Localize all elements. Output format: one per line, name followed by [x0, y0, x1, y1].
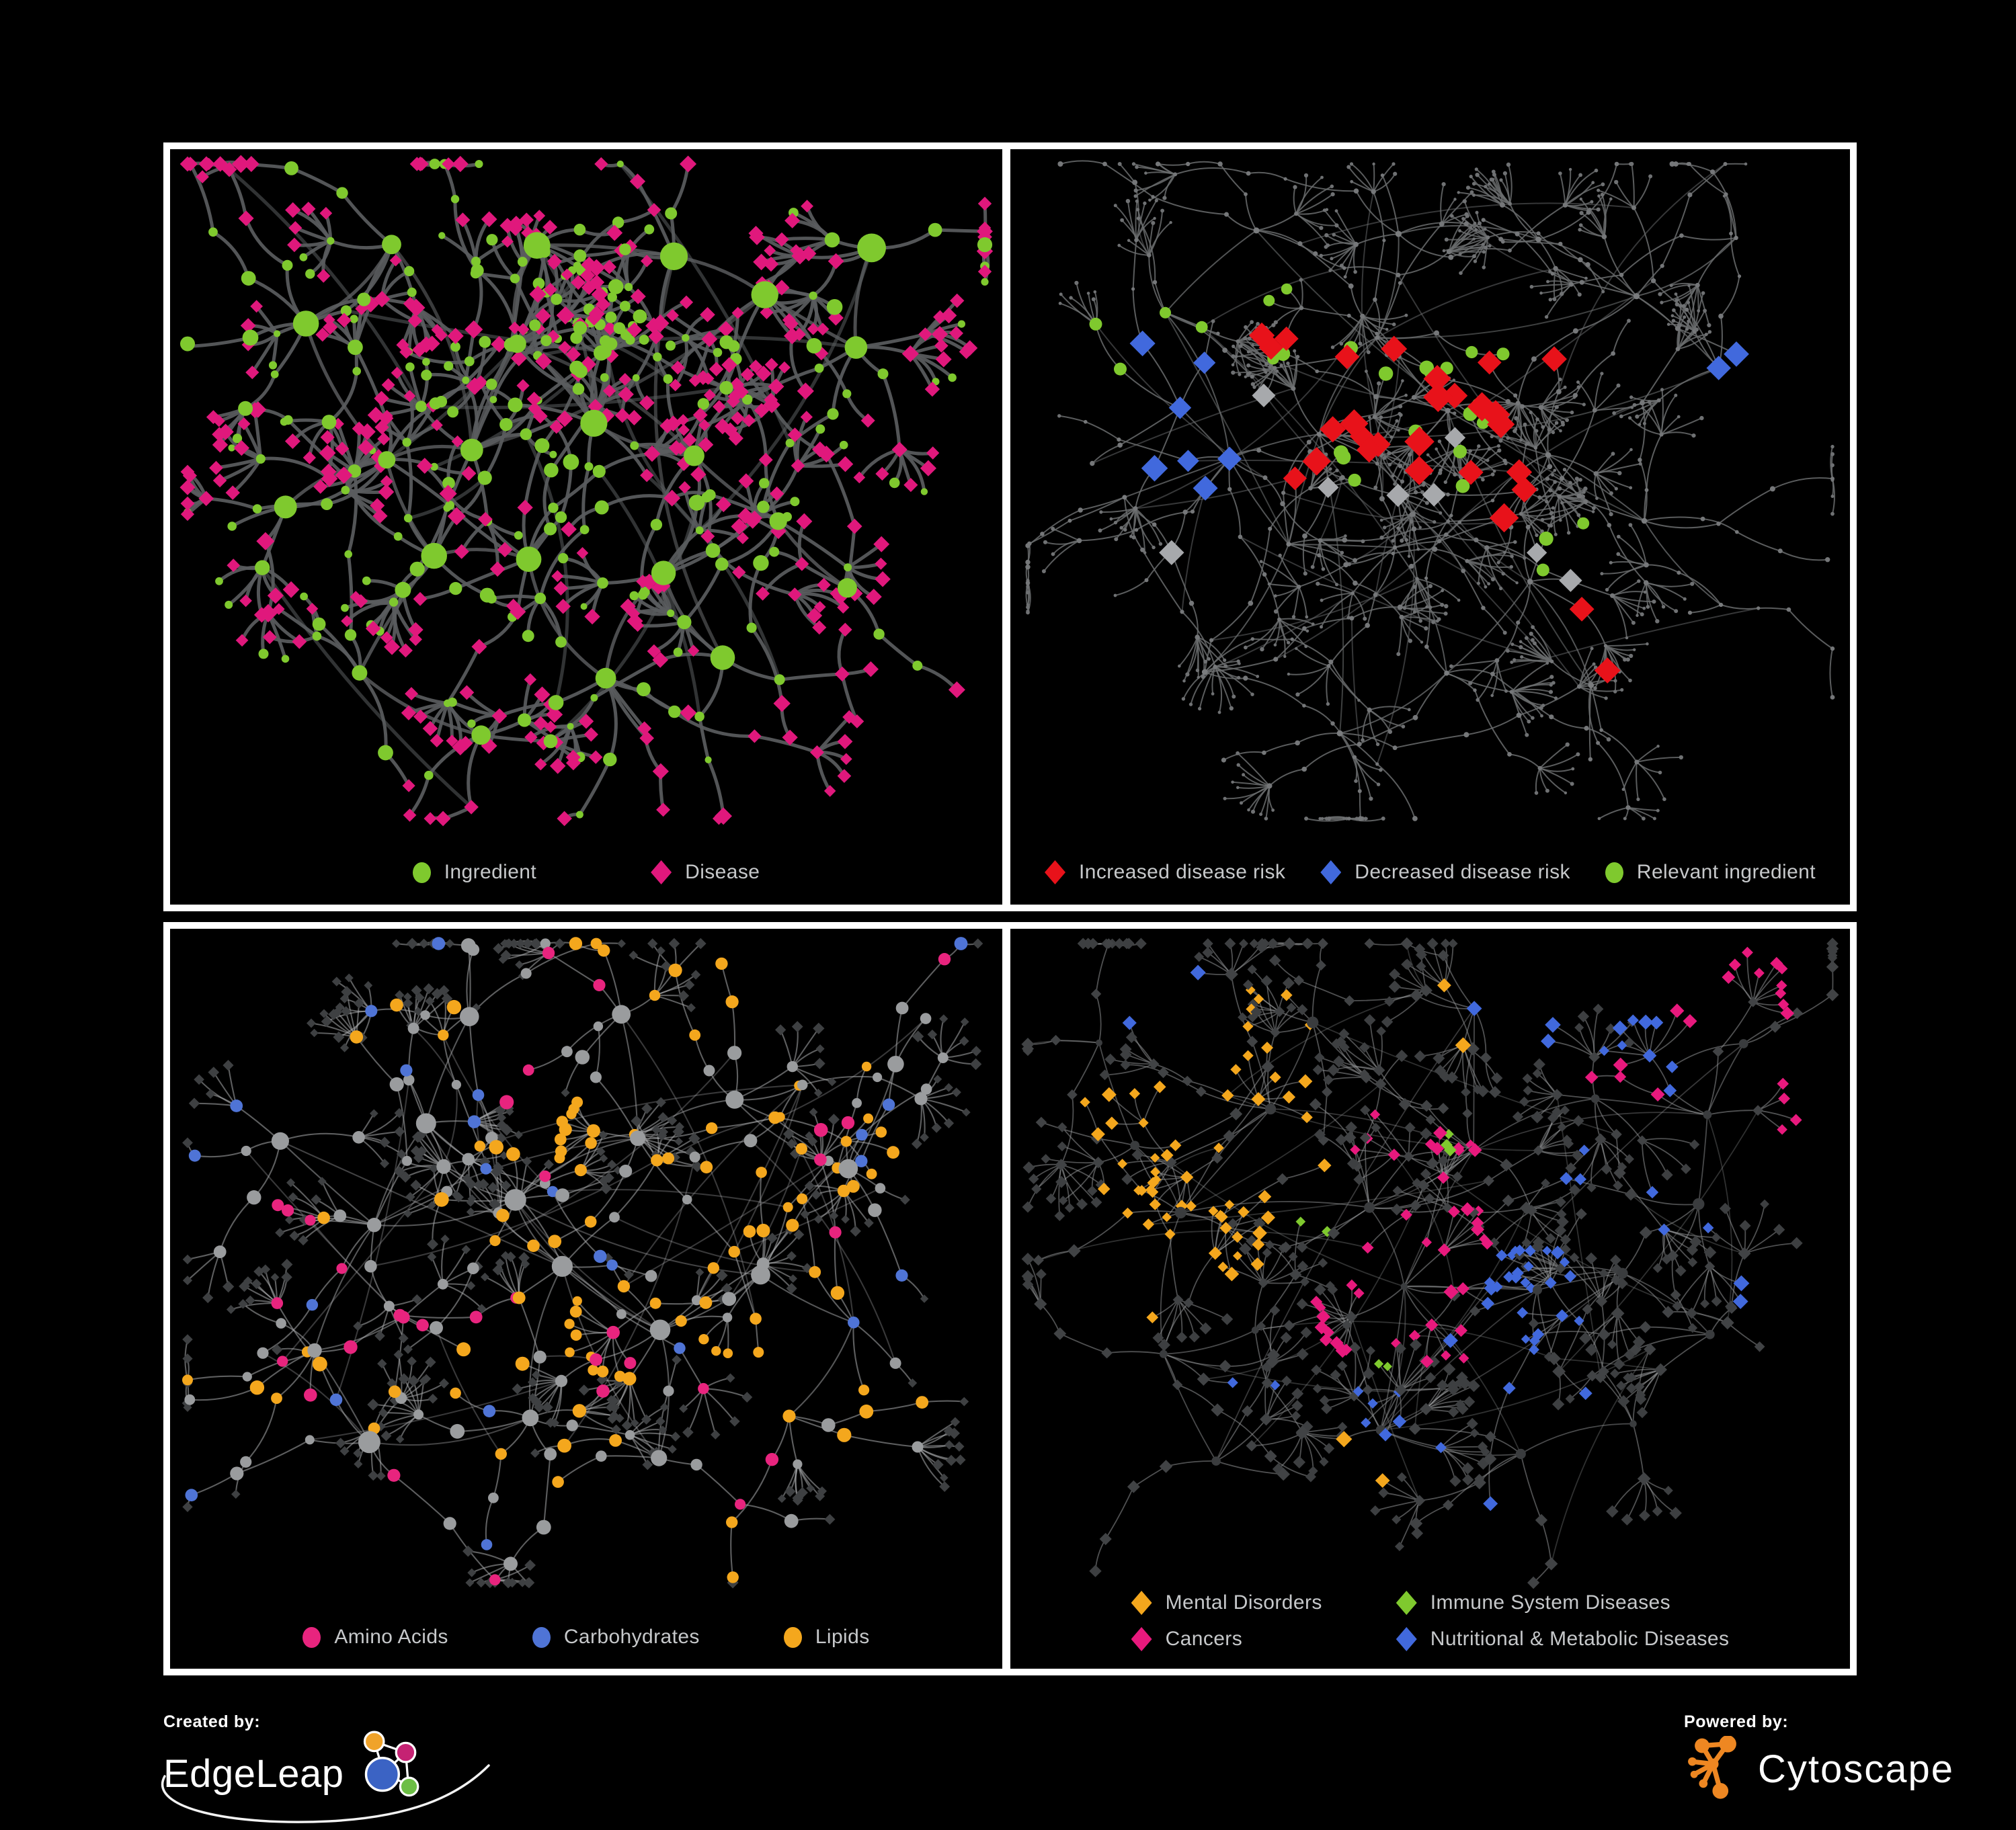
ingredient-disease-network-graph — [179, 155, 994, 827]
legend-label: Cancers — [1165, 1628, 1243, 1650]
panel-disease-categories: Mental Disorders Immune System Diseases … — [1004, 922, 1857, 1675]
relevant-ingredient-swatch-icon — [1605, 862, 1623, 883]
legend-label: Increased disease risk — [1079, 861, 1286, 883]
disease-risk-network-graph — [1025, 160, 1835, 822]
legend-label: Disease — [685, 861, 760, 883]
ingredient-swatch-icon — [412, 862, 431, 883]
cytoscape-brand-row: Cytoscape — [1684, 1732, 1954, 1803]
legend-item-decreased-risk: Decreased disease risk — [1320, 860, 1570, 884]
edgeleap-brand-row: EdgeLeap — [161, 1731, 490, 1823]
cytoscape-logo-icon — [1688, 1736, 1736, 1799]
edgeleap-dot-magenta — [395, 1741, 417, 1763]
panel-ingredient-disease: Ingredient Disease — [163, 142, 1009, 911]
legend-label: Carbohydrates — [563, 1626, 700, 1648]
edgeleap-wordmark: EdgeLeap — [163, 1751, 344, 1796]
edgeleap-dot-orange — [364, 1731, 386, 1753]
nutritional-metabolic-swatch-icon — [1396, 1627, 1417, 1651]
legend-label: Ingredient — [444, 861, 537, 883]
edgeleap-logo-icon — [364, 1731, 419, 1797]
increased-risk-swatch-icon — [1045, 860, 1065, 884]
legend-item-lipids: Lipids — [783, 1626, 870, 1649]
legend-label: Nutritional & Metabolic Diseases — [1430, 1628, 1730, 1650]
legend-item-nutritional-metabolic: Nutritional & Metabolic Diseases — [1396, 1627, 1730, 1651]
legend-item-disease: Disease — [651, 860, 760, 884]
legend-item-ingredient: Ingredient — [412, 861, 537, 884]
legend-label: Amino Acids — [334, 1626, 448, 1648]
lipids-swatch-icon — [783, 1626, 802, 1648]
immune-diseases-swatch-icon — [1396, 1591, 1417, 1615]
legend: Ingredient Disease — [170, 860, 1002, 884]
created-by-label: Created by: — [163, 1712, 261, 1731]
legend-label: Immune System Diseases — [1430, 1591, 1670, 1614]
cancers-swatch-icon — [1131, 1627, 1152, 1651]
legend-item-immune-diseases: Immune System Diseases — [1396, 1591, 1730, 1615]
chemical-classes-network-graph — [182, 937, 983, 1589]
decreased-risk-swatch-icon — [1320, 860, 1342, 884]
mental-disorders-swatch-icon — [1131, 1591, 1152, 1615]
legend-item-carbohydrates: Carbohydrates — [532, 1626, 700, 1649]
legend: Amino Acids Carbohydrates Lipids — [170, 1626, 1002, 1649]
cytoscape-wordmark: Cytoscape — [1758, 1747, 1955, 1791]
legend-label: Decreased disease risk — [1355, 861, 1570, 883]
legend-label: Mental Disorders — [1165, 1591, 1322, 1614]
legend-label: Relevant ingredient — [1636, 861, 1816, 883]
panel-disease-risk: Increased disease risk Decreased disease… — [1004, 142, 1857, 911]
edgeleap-dot-green — [399, 1776, 419, 1797]
legend-label: Lipids — [815, 1626, 870, 1648]
created-by-block: Created by: EdgeLeap — [161, 1712, 490, 1823]
disease-categories-network-graph — [1021, 937, 1839, 1589]
legend: Mental Disorders Immune System Diseases … — [1010, 1591, 1850, 1651]
legend-item-cancers: Cancers — [1131, 1627, 1322, 1651]
panel-chemical-classes: Amino Acids Carbohydrates Lipids — [163, 922, 1009, 1675]
powered-by-label: Powered by: — [1684, 1712, 1789, 1731]
legend-item-mental-disorders: Mental Disorders — [1131, 1591, 1322, 1615]
legend-item-amino-acids: Amino Acids — [303, 1626, 448, 1649]
carbohydrates-swatch-icon — [532, 1626, 551, 1648]
disease-swatch-icon — [651, 860, 672, 884]
legend-item-increased-risk: Increased disease risk — [1045, 860, 1285, 884]
powered-by-block: Powered by: — [1684, 1712, 1954, 1803]
legend: Increased disease risk Decreased disease… — [1010, 860, 1850, 884]
legend-item-relevant-ingredient: Relevant ingredient — [1605, 861, 1816, 884]
edgeleap-dot-blue — [365, 1757, 401, 1792]
amino-acids-swatch-icon — [303, 1626, 321, 1648]
